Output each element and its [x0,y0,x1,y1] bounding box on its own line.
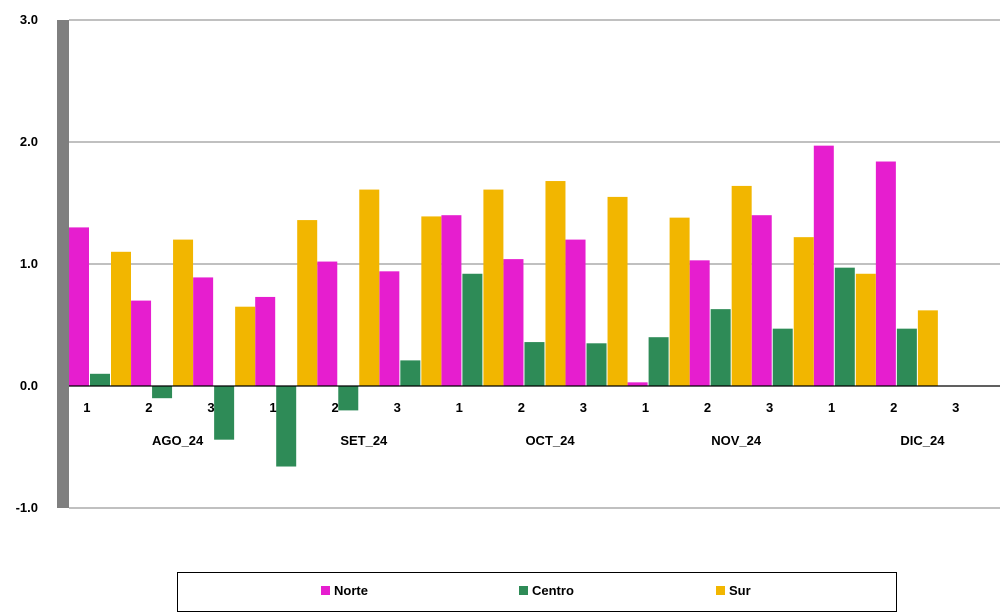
bar-norte [689,260,710,386]
bar-sur [483,189,504,386]
legend-item-centro: Centro [519,583,574,598]
x-tick-label: 1 [83,400,90,415]
bar-centro [400,360,421,386]
bar-norte [69,227,89,386]
legend-swatch-norte [321,586,330,595]
bar-centro [772,328,793,386]
bar-norte [565,239,586,386]
bar-sur [917,310,938,386]
bar-centro [648,337,669,386]
bar-sur [359,189,380,386]
y-tick-label: -1.0 [16,500,38,515]
bar-norte [627,382,648,386]
bar-chart: 3.0 2.0 1.0 0.0 -1.0 1 2 3 1 2 3 1 2 3 1 2 3 1 2 3 AGO_24 SET… [16,12,1000,515]
group-label: SET_24 [340,433,388,448]
bar-sur [607,196,628,386]
bar-centro [276,386,297,467]
bar-sur [297,220,318,386]
x-tick-label: 1 [828,400,835,415]
bar-sur [111,251,131,386]
bar-sur [669,217,690,386]
group-label: AGO_24 [152,433,204,448]
bar-centro [710,309,731,386]
bar-sur [545,181,566,386]
group-label: NOV_24 [711,433,762,448]
x-tick-label: 3 [394,400,401,415]
bar-sur [855,273,876,386]
x-tick-label: 2 [704,400,711,415]
bar-sur [793,237,814,386]
x-tick-label: 1 [456,400,463,415]
x-tick-label: 3 [952,400,959,415]
x-tick-label: 1 [642,400,649,415]
bar-norte [813,145,834,386]
bar-centro [586,343,607,386]
legend-label-norte: Norte [334,583,368,598]
bar-centro [896,328,917,386]
bar-centro [462,273,483,386]
y-tick-label: 0.0 [20,378,38,393]
legend-swatch-centro [519,586,528,595]
axis-wall [57,20,69,508]
bar-centro [214,386,235,440]
legend-label-sur: Sur [729,583,751,598]
bar-centro [90,373,110,386]
bar-norte [131,300,152,386]
bar-norte [441,215,462,386]
bar-norte [255,296,276,386]
bar-sur [421,216,442,386]
legend: Norte Centro Sur [177,572,897,612]
bar-centro [524,342,545,386]
bar-norte [751,215,772,386]
legend-label-centro: Centro [532,583,574,598]
x-tick-label: 3 [580,400,587,415]
x-tick-label: 3 [207,400,214,415]
x-tick-label: 2 [145,400,152,415]
bar-sur [731,185,752,386]
x-tick-label: 2 [890,400,897,415]
y-tick-label: 3.0 [20,12,38,27]
bar-norte [193,277,214,386]
x-tick-label: 3 [766,400,773,415]
x-tick-label: 1 [269,400,276,415]
x-tick-label: 2 [518,400,525,415]
bar-norte [875,161,896,386]
bar-norte [379,271,400,386]
bar-centro [834,267,855,386]
x-tick-label: 2 [331,400,338,415]
legend-item-norte: Norte [321,583,368,598]
bar-centro [338,386,359,411]
legend-swatch-sur [716,586,725,595]
bar-norte [317,261,338,386]
y-tick-label: 1.0 [20,256,38,271]
y-tick-label: 2.0 [20,134,38,149]
legend-item-sur: Sur [716,583,751,598]
group-label: DIC_24 [900,433,945,448]
bar-centro [152,386,173,399]
bar-sur [173,239,194,386]
bar-norte [503,259,524,386]
bar-sur [235,306,256,386]
group-label: OCT_24 [525,433,575,448]
